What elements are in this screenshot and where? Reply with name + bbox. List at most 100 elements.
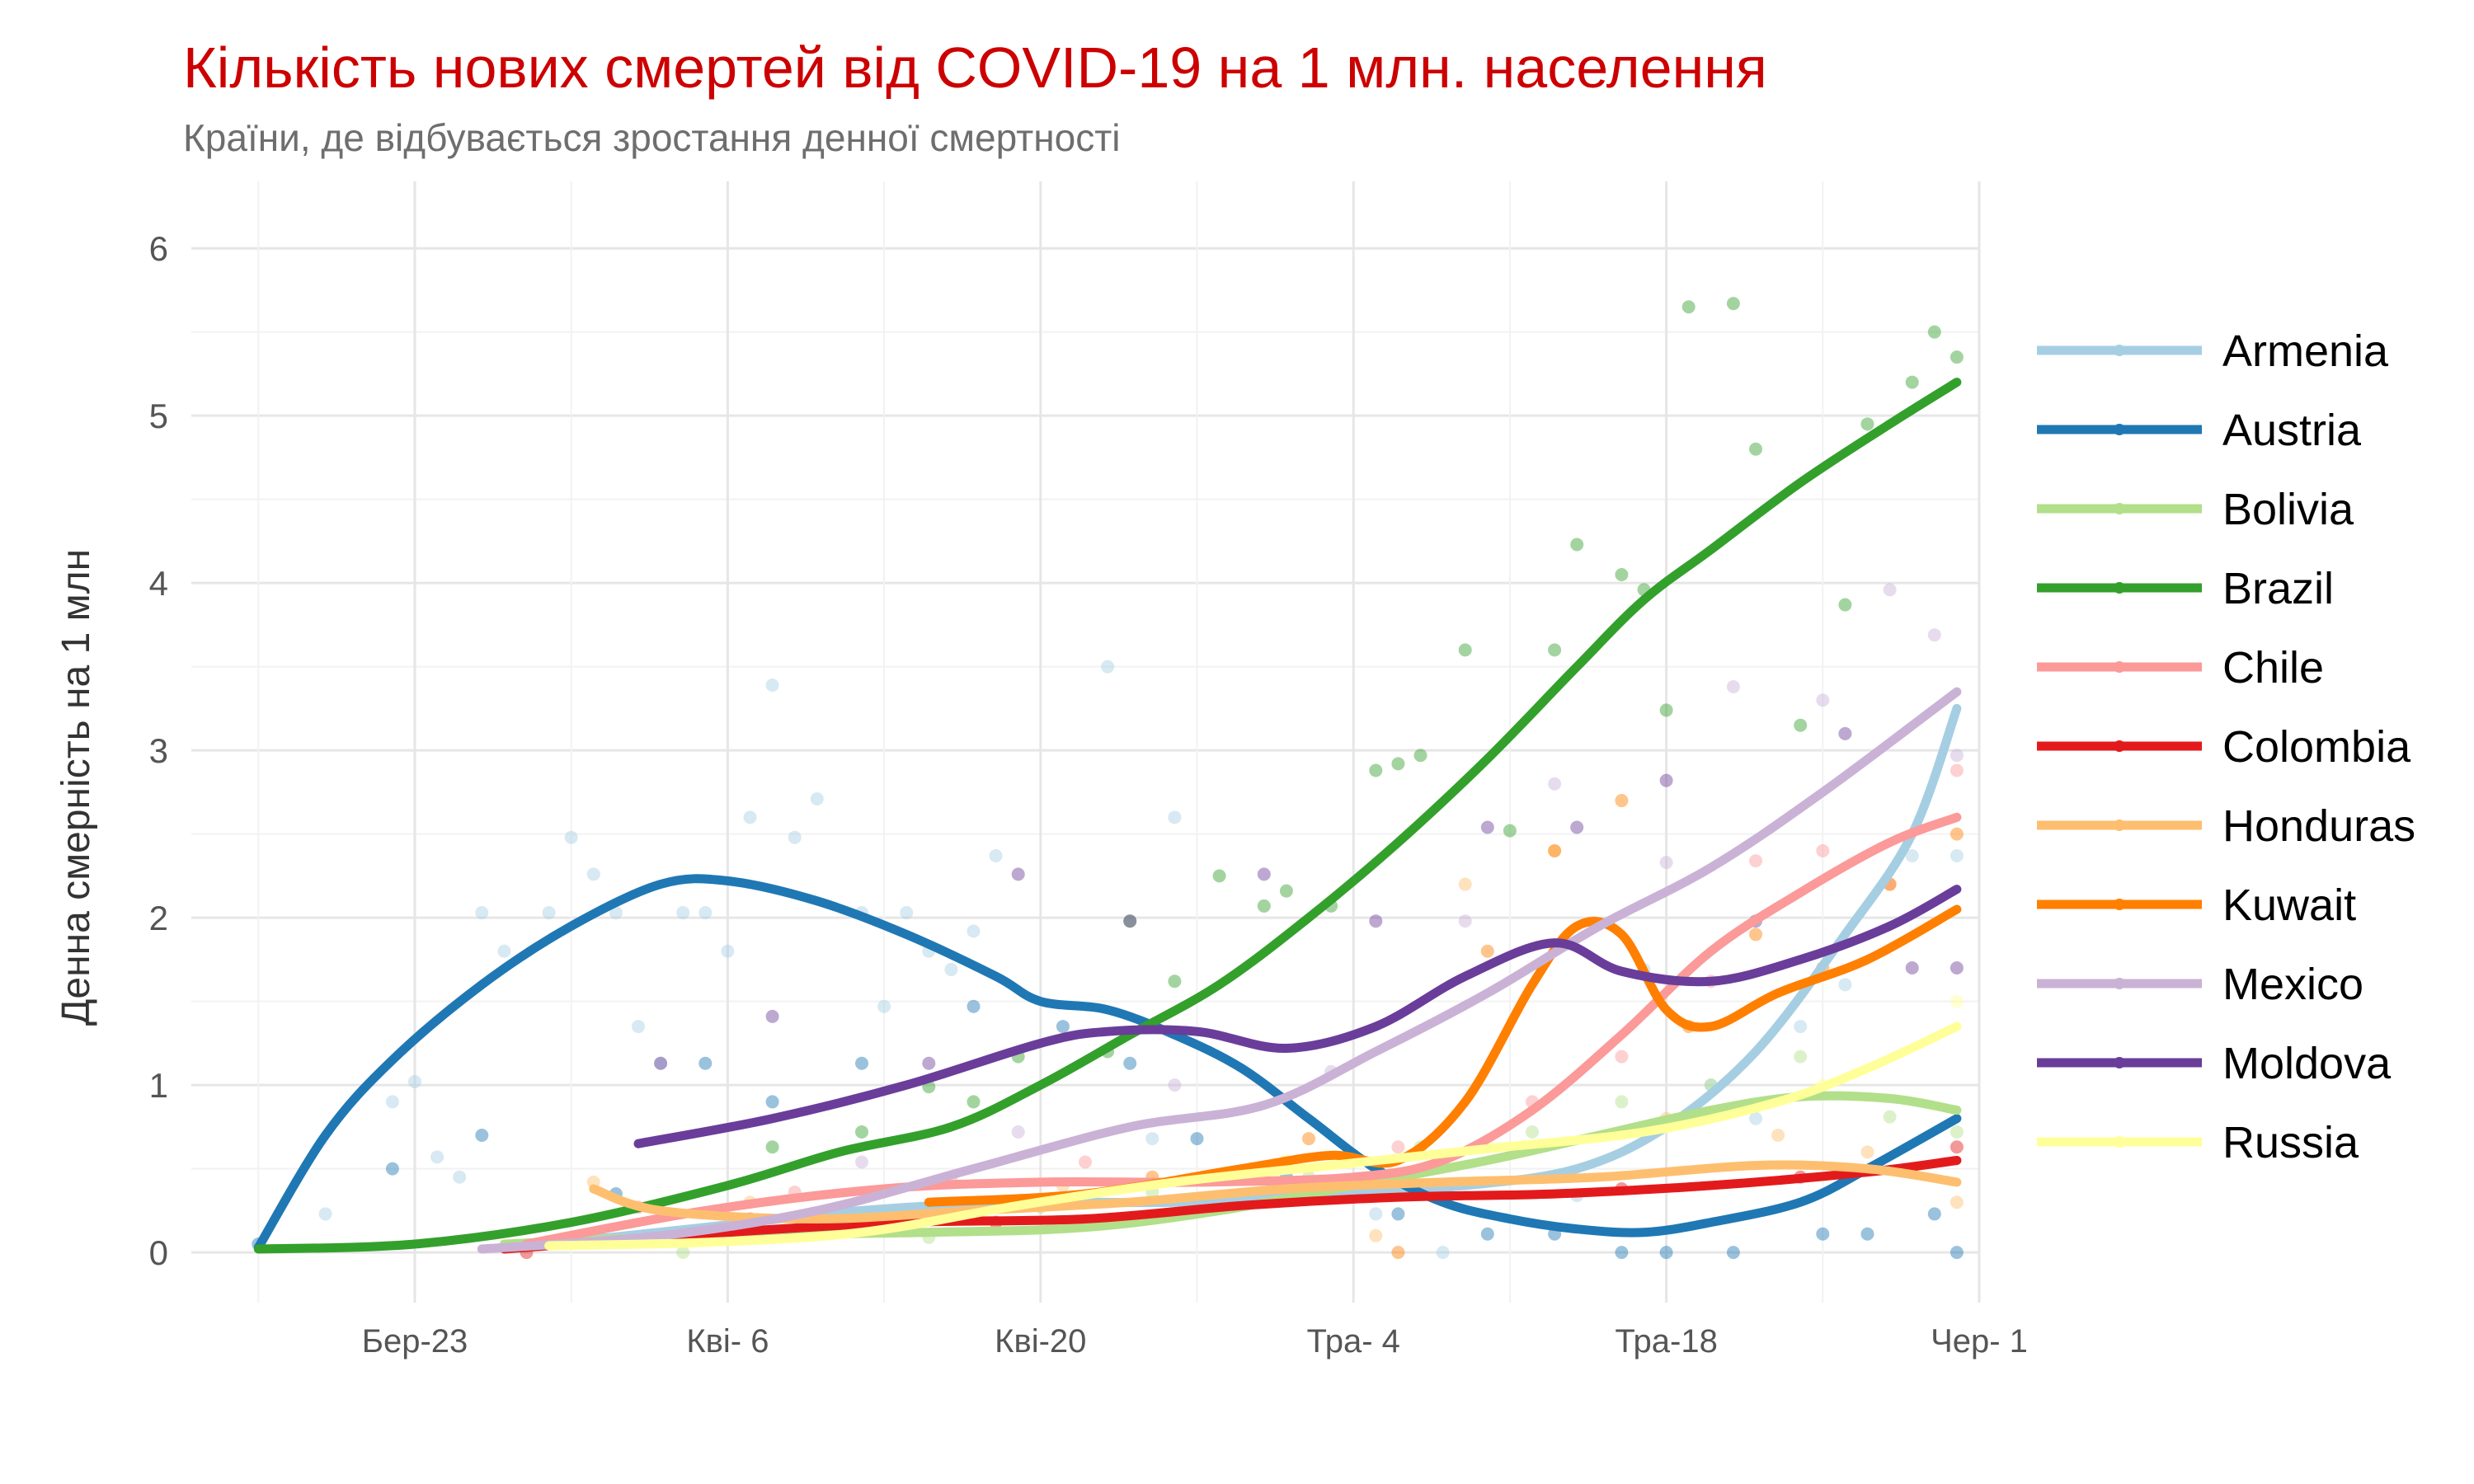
legend-item-austria[interactable]: Austria [2037,406,2362,455]
data-point [1570,538,1584,552]
data-point [1458,643,1472,657]
data-point [1458,877,1472,891]
data-point [1659,1246,1673,1260]
data-point [1391,1140,1405,1154]
data-point [855,1125,868,1139]
data-point [1927,1207,1941,1221]
data-point [1927,325,1941,339]
legend-label: Brazil [2222,564,2334,613]
legend-item-moldova[interactable]: Moldova [2037,1039,2392,1088]
data-point [1726,680,1740,694]
data-point [1369,763,1383,777]
data-point [1860,1145,1874,1159]
data-point [1883,583,1897,597]
data-point [654,1056,668,1070]
legend-label: Moldova [2222,1039,2392,1088]
data-point [1458,914,1472,928]
legend-item-kuwait[interactable]: Kuwait [2037,881,2356,930]
legend-label: Kuwait [2222,881,2356,930]
data-point [1212,869,1226,883]
data-point [1011,1125,1025,1139]
legend-swatch-dot [2114,582,2125,594]
data-point [900,906,914,920]
data-point [1257,867,1271,881]
data-point [1168,1078,1182,1092]
data-point [1123,914,1137,928]
y-tick-label: 2 [149,899,168,937]
data-point [1302,1132,1315,1146]
data-point [698,906,713,920]
data-point [1123,914,1137,928]
data-point [1838,978,1852,992]
data-point [542,906,556,920]
legend-item-russia[interactable]: Russia [2037,1118,2359,1167]
data-point [967,1095,981,1109]
data-point [1749,928,1762,942]
data-point [1659,703,1673,717]
data-point [1771,1129,1785,1143]
data-point [1548,843,1562,857]
data-point [1950,350,1964,364]
legend-item-armenia[interactable]: Armenia [2037,326,2389,376]
data-point [1794,718,1808,732]
legend-item-brazil[interactable]: Brazil [2037,564,2334,613]
data-point [564,830,578,844]
data-point [1570,820,1584,834]
data-point [1056,1020,1070,1034]
data-point [1480,820,1494,834]
data-point [654,1056,668,1070]
data-point [1950,849,1964,863]
data-point [1615,1246,1629,1260]
data-point [1950,827,1964,841]
data-point [1391,757,1405,771]
data-point [1860,1227,1874,1241]
series-line-brazil [253,378,1962,1254]
y-axis-label: Денна смерність на 1 млн [54,549,98,1026]
legend-swatch-dot [2114,424,2125,435]
data-point [765,678,779,692]
legend-label: Armenia [2222,326,2389,376]
data-point [765,1009,779,1023]
series-line-mexico [477,687,1962,1254]
data-point [788,830,802,844]
data-point [1279,884,1293,898]
legend-item-mexico[interactable]: Mexico [2037,960,2363,1009]
x-tick-label: Кві-20 [995,1323,1086,1360]
axis-ticks: 0 1 2 3 4 5 6 Бер-23 Кві- 6 Кві-20 Тра- 4 Тра-18 Чер… [149,229,2028,1360]
legend-item-honduras[interactable]: Honduras [2037,801,2415,851]
data-point [586,867,600,881]
data-point [1079,1155,1092,1169]
legend-item-chile[interactable]: Chile [2037,643,2324,693]
data-point [1659,856,1673,870]
data-point [676,906,690,920]
data-point [475,1129,489,1143]
data-point [1480,944,1494,958]
data-point [855,1056,868,1070]
data-point [1749,1111,1762,1125]
data-point [1749,442,1762,456]
data-point [609,906,623,920]
legend[interactable]: Armenia Austria Bolivia Brazil Chile Colombia… [2037,326,2415,1167]
data-point [1749,854,1762,868]
legend-label: Mexico [2222,960,2363,1009]
data-point [1726,297,1740,311]
data-point [877,999,891,1013]
legend-item-colombia[interactable]: Colombia [2037,722,2411,772]
data-point [1950,994,1964,1008]
legend-label: Honduras [2222,801,2415,851]
chart-title: Кількість нових смертей від COVID-19 на … [183,35,1767,100]
legend-label: Austria [2222,406,2362,455]
data-point [430,1150,444,1164]
data-point [1369,1228,1383,1242]
y-tick-label: 6 [149,229,168,268]
data-point [1905,961,1919,975]
y-tick-label: 4 [149,564,168,603]
legend-item-bolivia[interactable]: Bolivia [2037,485,2354,534]
data-point [1548,643,1562,657]
data-point [1011,867,1025,881]
data-point [1838,598,1852,612]
legend-swatch-dot [2114,819,2125,831]
data-point [1391,1207,1405,1221]
series-line-moldova [633,885,1962,1148]
data-point [1905,849,1919,863]
